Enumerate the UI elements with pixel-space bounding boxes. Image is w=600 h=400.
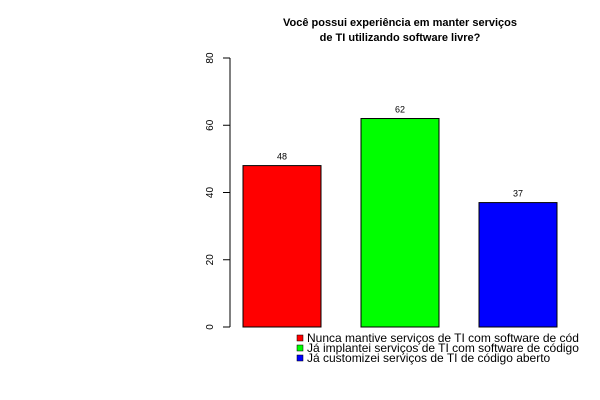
bars-group: 48 62 37 [242,105,558,328]
legend-label: Nunca mantive serviços de TI com softwar… [307,331,579,345]
legend-label: Já customizei serviços de TI de código a… [307,351,551,365]
bar [242,165,322,328]
bar [360,118,440,328]
y-tick-label: 0 [205,324,216,330]
bar-value-label: 37 [513,189,523,199]
legend-swatch [296,334,304,342]
y-tick-label: 20 [205,254,216,266]
chart-title-line-1: Você possui experiência em manter serviç… [283,17,517,29]
bar-value-label: 62 [395,105,405,115]
y-tick-label: 80 [205,52,216,64]
y-axis: 0 20 40 60 80 [205,52,230,330]
bar [478,202,558,328]
y-tick-label: 60 [205,119,216,131]
chart-title-line-2: de TI utilizando software livre? [320,32,481,44]
y-tick-label: 40 [205,187,216,199]
bar-value-label: 48 [277,152,287,162]
legend-swatch [296,354,304,362]
legend-swatch [296,344,304,352]
legend: Nunca mantive serviços de TI com softwar… [296,331,579,365]
legend-label: Já implantei serviços de TI com software… [307,341,579,355]
